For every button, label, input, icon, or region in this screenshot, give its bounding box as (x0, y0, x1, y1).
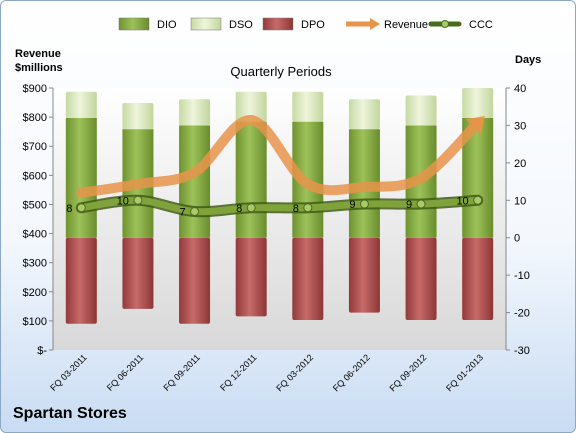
right-tick-label: 30 (514, 120, 526, 132)
bar-dso (179, 99, 211, 126)
right-tick-label: -10 (514, 270, 530, 282)
category-label: FQ 03-2011 (48, 352, 89, 393)
bar-dpo (65, 237, 97, 324)
bar-dso (292, 91, 324, 122)
ccc-data-label: 9 (349, 199, 355, 211)
left-tick-label: $500 (23, 199, 47, 211)
bar-dso (462, 88, 494, 118)
legend-swatch-dio (118, 17, 150, 31)
bar-dso (122, 102, 154, 130)
ccc-marker (190, 207, 200, 217)
revenue-arrowhead (465, 115, 485, 135)
left-axis-title-line2: $millions (15, 62, 63, 74)
ccc-line (77, 196, 482, 216)
bar-dso (235, 91, 267, 122)
right-tick-label: 0 (514, 233, 520, 245)
ccc-marker (76, 203, 86, 213)
ccc-marker (303, 203, 313, 213)
ccc-data-label: 8 (293, 203, 299, 215)
left-tick-label: $- (37, 345, 47, 357)
bar-dpo (405, 237, 437, 321)
legend-label-dio: DIO (157, 19, 177, 31)
bar-dpo (179, 237, 211, 324)
legend-label-dso: DSO (229, 19, 253, 31)
ccc-data-label: 10 (117, 195, 129, 207)
ccc-data-label: 8 (236, 203, 242, 215)
revenue-line (76, 115, 483, 198)
bar-dpo (462, 237, 494, 321)
legend-swatch-dso (190, 17, 222, 31)
left-tick-label: $200 (23, 287, 47, 299)
legend-label-ccc: CCC (469, 19, 493, 31)
left-axis: $- $100 $200 $300 $400 $500 $600 $700 $800 $900 (23, 83, 54, 357)
line-series: 8 10 7 8 8 9 9 10 (66, 115, 485, 219)
legend-arrow-revenue (370, 18, 380, 30)
right-axis: -30 -20 -10 0 10 20 30 40 (505, 83, 530, 357)
bar-dpo (292, 237, 324, 321)
right-tick-label: 40 (514, 83, 526, 95)
bar-dpo (235, 237, 267, 317)
legend-swatch-dpo (262, 17, 294, 31)
legend-label-dpo: DPO (301, 19, 325, 31)
left-tick-label: $600 (23, 170, 47, 182)
chart-legend: DIO DSO DPO Revenue CCC (118, 17, 493, 31)
bar-dso (405, 95, 437, 126)
left-tick-label: $700 (23, 141, 47, 153)
category-label: FQ 09-2012 (387, 352, 428, 393)
left-tick-label: $800 (23, 112, 47, 124)
left-tick-label: $900 (23, 83, 47, 95)
category-label: FQ 01-2013 (444, 352, 485, 393)
bar-dso (65, 91, 97, 118)
ccc-data-label: 7 (179, 207, 185, 219)
category-label: FQ 06-2012 (331, 352, 372, 393)
bar-dio (65, 117, 97, 238)
bar-dio (235, 121, 267, 238)
company-name: Spartan Stores (13, 405, 127, 422)
legend-label-revenue: Revenue (384, 19, 428, 31)
right-tick-label: -30 (514, 345, 530, 357)
ccc-data-label: 8 (66, 203, 72, 215)
ccc-marker (133, 195, 143, 205)
left-axis-title-line1: Revenue (15, 48, 61, 60)
ccc-marker (246, 203, 256, 213)
ccc-marker (473, 195, 483, 205)
ccc-data-label: 9 (406, 199, 412, 211)
left-tick-label: $400 (23, 229, 47, 241)
right-tick-label: -20 (514, 308, 530, 320)
category-axis: FQ 03-2011 FQ 06-2011 FQ 09-2011 FQ 12-2011… (48, 352, 485, 393)
ccc-marker (359, 199, 369, 209)
right-tick-label: 20 (514, 158, 526, 170)
category-label: FQ 03-2012 (274, 352, 315, 393)
chart-title: Quarterly Periods (230, 64, 332, 79)
bar-dso (348, 99, 380, 130)
right-tick-label: 10 (514, 195, 526, 207)
left-tick-label: $300 (23, 258, 47, 270)
ccc-data-label: 10 (456, 195, 468, 207)
category-label: FQ 06-2011 (105, 352, 146, 393)
left-tick-label: $100 (23, 316, 47, 328)
legend-marker-ccc (441, 20, 449, 28)
bar-dpo (348, 237, 380, 313)
category-label: FQ 09-2011 (161, 352, 202, 393)
plot-area (53, 88, 506, 350)
ccc-marker (416, 199, 426, 209)
category-label: FQ 12-2011 (218, 352, 259, 393)
right-axis-title: Days (515, 54, 541, 66)
bar-dpo (122, 237, 154, 309)
